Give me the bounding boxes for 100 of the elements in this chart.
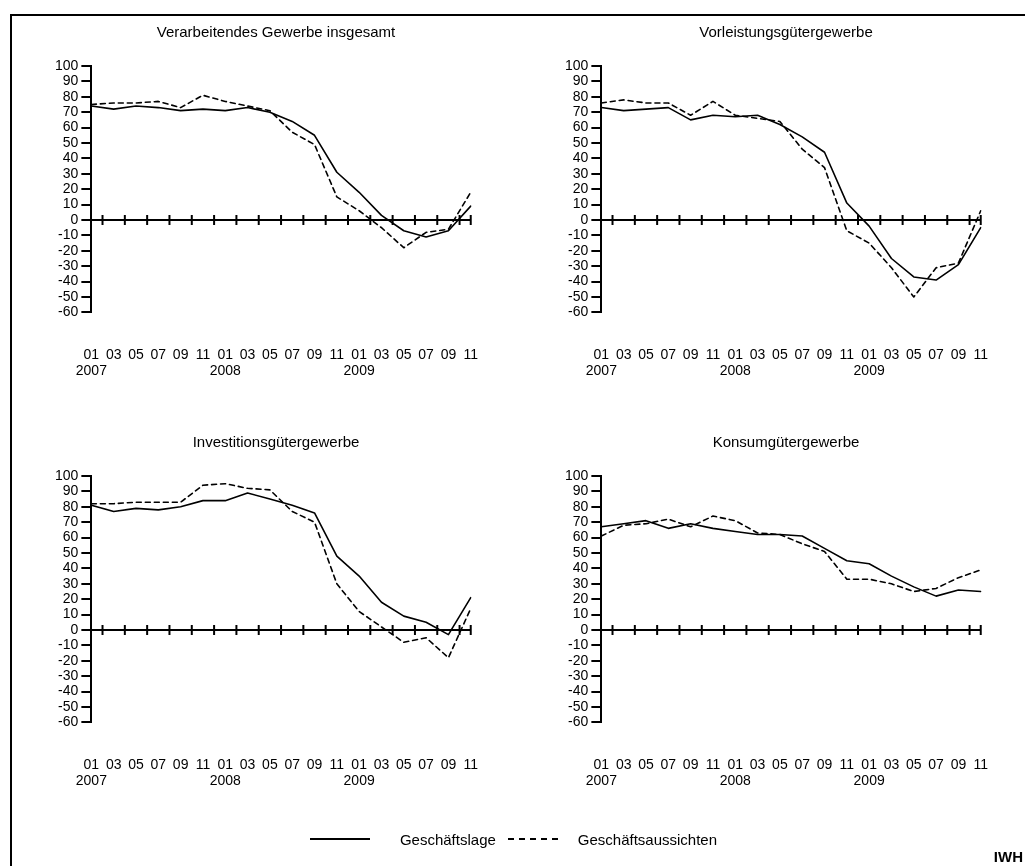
x-tick-label: 07 — [794, 755, 811, 772]
x-tick-label: 09 — [682, 755, 699, 772]
x-tick-label: 11 — [839, 755, 855, 772]
x-tick-label: 05 — [906, 755, 922, 772]
y-tick-label: 50 — [572, 543, 589, 560]
y-tick-label: 10 — [572, 605, 589, 622]
y-tick-label: 40 — [572, 559, 589, 576]
y-tick-label: 50 — [572, 133, 589, 150]
x-tick-label: 03 — [105, 755, 122, 772]
y-tick-label: 90 — [572, 482, 589, 499]
y-tick-label: 40 — [62, 559, 79, 576]
y-tick-label: -50 — [58, 697, 79, 714]
x-tick-label: 03 — [615, 755, 632, 772]
y-tick-label: -50 — [568, 697, 589, 714]
x-tick-label: 11 — [195, 755, 211, 772]
x-tick-label: 03 — [239, 755, 256, 772]
y-tick-label: 100 — [55, 56, 79, 73]
y-tick-label: 70 — [62, 513, 79, 530]
y-tick-label: 30 — [572, 574, 589, 591]
y-tick-label: 100 — [565, 56, 589, 73]
legend-label: Geschäftsaussichten — [577, 830, 718, 848]
chart-title: Vorleistungsgütergewerbe — [699, 23, 873, 41]
y-tick-label: 30 — [572, 164, 589, 181]
y-tick-label: 80 — [62, 87, 79, 104]
x-tick-label: 09 — [816, 755, 833, 772]
x-tick-label: 11 — [839, 345, 855, 362]
text: IWH — [993, 848, 1023, 865]
x-tick-label: 09 — [682, 345, 699, 362]
y-tick-label: 20 — [62, 180, 79, 197]
y-tick-label: 40 — [572, 149, 589, 166]
y-tick-label: 80 — [572, 87, 589, 104]
y-tick-label: 80 — [572, 497, 589, 514]
x-tick-label: 05 — [772, 345, 788, 362]
x-tick-label: 07 — [418, 345, 435, 362]
x-tick-label: 11 — [329, 345, 345, 362]
y-tick-label: -20 — [58, 651, 79, 668]
y-tick-label: 60 — [572, 118, 589, 135]
x-tick-label: 05 — [128, 345, 144, 362]
x-tick-label: 05 — [396, 345, 412, 362]
y-tick-label: -10 — [58, 226, 79, 243]
y-tick-label: -20 — [568, 241, 589, 258]
x-tick-label: 09 — [172, 345, 189, 362]
x-tick-label: 05 — [128, 755, 144, 772]
x-tick-label: 11 — [195, 345, 211, 362]
x-tick-label: 07 — [150, 345, 167, 362]
y-tick-label: -40 — [58, 272, 79, 289]
x-tick-label: 09 — [306, 345, 323, 362]
x-tick-label: 03 — [883, 755, 900, 772]
y-tick-label: -60 — [58, 303, 79, 320]
y-tick-label: -40 — [58, 682, 79, 699]
y-tick-label: 100 — [565, 466, 589, 483]
x-tick-label: 07 — [660, 755, 677, 772]
x-tick-label: 05 — [396, 755, 412, 772]
y-tick-label: -50 — [58, 287, 79, 304]
y-tick-label: 60 — [62, 118, 79, 135]
y-tick-label: 40 — [62, 149, 79, 166]
y-tick-label: -60 — [568, 303, 589, 320]
y-tick-label: -20 — [568, 651, 589, 668]
y-tick-label: 70 — [62, 103, 79, 120]
y-tick-label: -30 — [58, 667, 79, 684]
x-tick-label: 01 2009 — [853, 345, 885, 379]
y-tick-label: 10 — [62, 195, 79, 212]
x-tick-label: 07 — [928, 755, 945, 772]
y-tick-label: 50 — [62, 543, 79, 560]
y-tick-label: 0 — [70, 620, 79, 637]
y-tick-label: 20 — [572, 590, 589, 607]
y-tick-label: 0 — [580, 210, 589, 227]
x-tick-label: 07 — [284, 345, 301, 362]
y-tick-label: 0 — [70, 210, 79, 227]
x-tick-label: 03 — [105, 345, 122, 362]
x-tick-label: 05 — [262, 345, 278, 362]
x-tick-label: 09 — [816, 345, 833, 362]
y-tick-label: -60 — [568, 713, 589, 730]
x-tick-label: 07 — [660, 345, 677, 362]
x-tick-label: 09 — [950, 345, 967, 362]
x-tick-label: 11 — [973, 345, 989, 362]
legend-label: Geschäftslage — [399, 830, 496, 848]
x-tick-label: 09 — [172, 755, 189, 772]
x-tick-label: 05 — [638, 755, 654, 772]
x-tick-label: 11 — [463, 345, 479, 362]
y-tick-label: 60 — [62, 528, 79, 545]
x-tick-label: 09 — [440, 755, 457, 772]
x-tick-label: 09 — [306, 755, 323, 772]
y-tick-label: 20 — [62, 590, 79, 607]
y-tick-label: 60 — [572, 528, 589, 545]
y-tick-label: -30 — [568, 667, 589, 684]
x-tick-label: 03 — [373, 345, 390, 362]
y-tick-label: 90 — [62, 482, 79, 499]
y-tick-label: -40 — [568, 682, 589, 699]
y-tick-label: 50 — [62, 133, 79, 150]
x-tick-label: 07 — [284, 755, 301, 772]
chart-title: Konsumgütergewerbe — [712, 433, 860, 451]
x-tick-label: 11 — [973, 755, 989, 772]
y-tick-label: 70 — [572, 513, 589, 530]
x-tick-label: 05 — [772, 755, 788, 772]
y-tick-label: -30 — [58, 257, 79, 274]
chart-title: Verarbeitendes Gewerbe insgesamt — [156, 23, 397, 41]
y-tick-label: 0 — [580, 620, 589, 637]
y-tick-label: 90 — [572, 72, 589, 89]
x-tick-label: 03 — [373, 755, 390, 772]
